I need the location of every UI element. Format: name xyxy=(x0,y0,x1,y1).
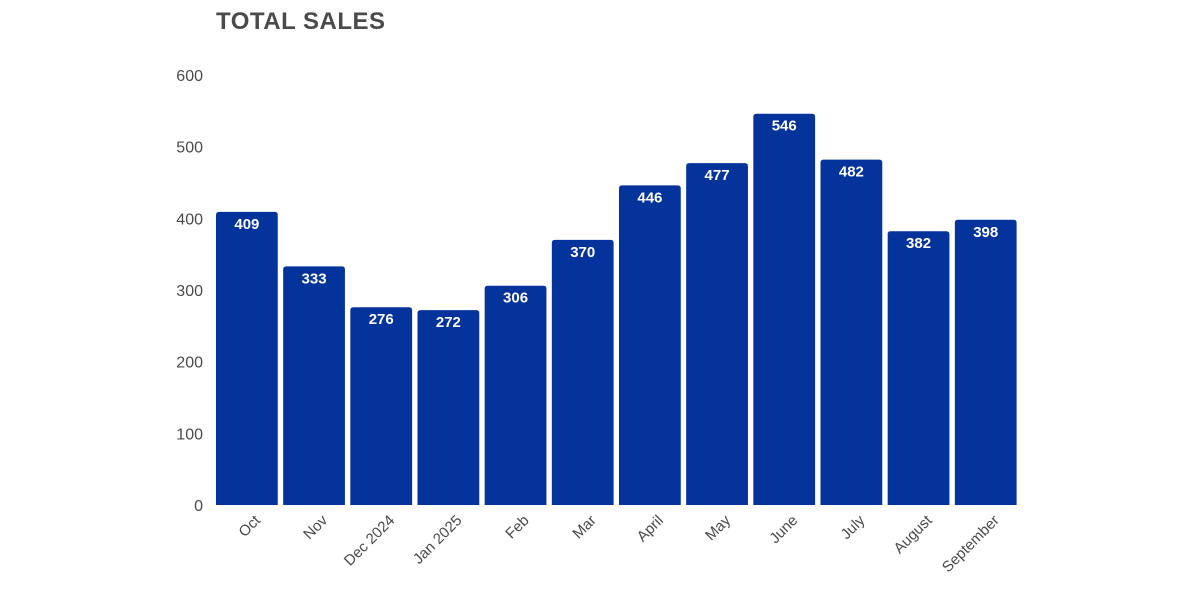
y-tick-label: 600 xyxy=(176,68,203,85)
x-tick-label: Nov xyxy=(300,512,331,543)
y-axis: 0 100 200 300 400 500 600 xyxy=(176,68,203,515)
data-label: 272 xyxy=(436,314,461,331)
data-label: 276 xyxy=(369,311,394,328)
x-tick-label: August xyxy=(891,511,937,557)
x-tick-label: April xyxy=(634,512,667,545)
y-tick-label: 400 xyxy=(176,211,203,228)
data-label: 409 xyxy=(234,216,259,233)
data-label: 446 xyxy=(637,189,662,206)
bar-oct xyxy=(216,211,278,505)
data-label: 370 xyxy=(570,244,595,261)
bar-june xyxy=(753,113,816,505)
x-axis: Oct Nov Dec 2024 Jan 2025 Feb Mar April May June… xyxy=(235,511,1002,575)
bar-august xyxy=(887,231,950,505)
chart-title: TOTAL SALES xyxy=(216,8,386,35)
data-label: 477 xyxy=(705,167,730,184)
x-tick-label: Dec 2024 xyxy=(341,512,398,569)
bar-nov xyxy=(283,266,345,505)
x-tick-label: July xyxy=(838,512,869,543)
bar-april xyxy=(619,185,681,505)
y-tick-label: 100 xyxy=(176,426,203,443)
bar-feb xyxy=(484,285,547,505)
data-label: 306 xyxy=(503,290,528,307)
y-tick-label: 500 xyxy=(176,140,203,157)
y-tick-label: 0 xyxy=(194,498,203,515)
x-tick-label: Jan 2025 xyxy=(410,512,466,568)
bar-jan-2025 xyxy=(417,310,480,505)
data-label: 398 xyxy=(973,224,998,241)
x-tick-label: May xyxy=(702,512,734,544)
y-tick-label: 200 xyxy=(176,355,203,372)
x-tick-label: Mar xyxy=(569,512,599,542)
data-labels: 409 333 276 272 306 370 446 477 546 482 382 398 xyxy=(234,118,998,331)
y-tick-label: 300 xyxy=(176,283,203,300)
data-label: 546 xyxy=(772,118,797,135)
bar-mar xyxy=(551,239,614,506)
data-label: 382 xyxy=(906,235,931,252)
x-tick-label: June xyxy=(766,512,801,547)
x-tick-label: Feb xyxy=(502,512,532,542)
data-label: 482 xyxy=(839,164,864,181)
bar-dec-2024 xyxy=(350,307,413,505)
x-tick-label: Oct xyxy=(235,511,264,540)
data-label: 333 xyxy=(302,270,327,287)
bar-may xyxy=(686,163,748,505)
bar-september xyxy=(954,219,1017,505)
bar-july xyxy=(820,159,883,506)
x-tick-label: September xyxy=(939,512,1003,576)
bars xyxy=(216,113,1017,506)
